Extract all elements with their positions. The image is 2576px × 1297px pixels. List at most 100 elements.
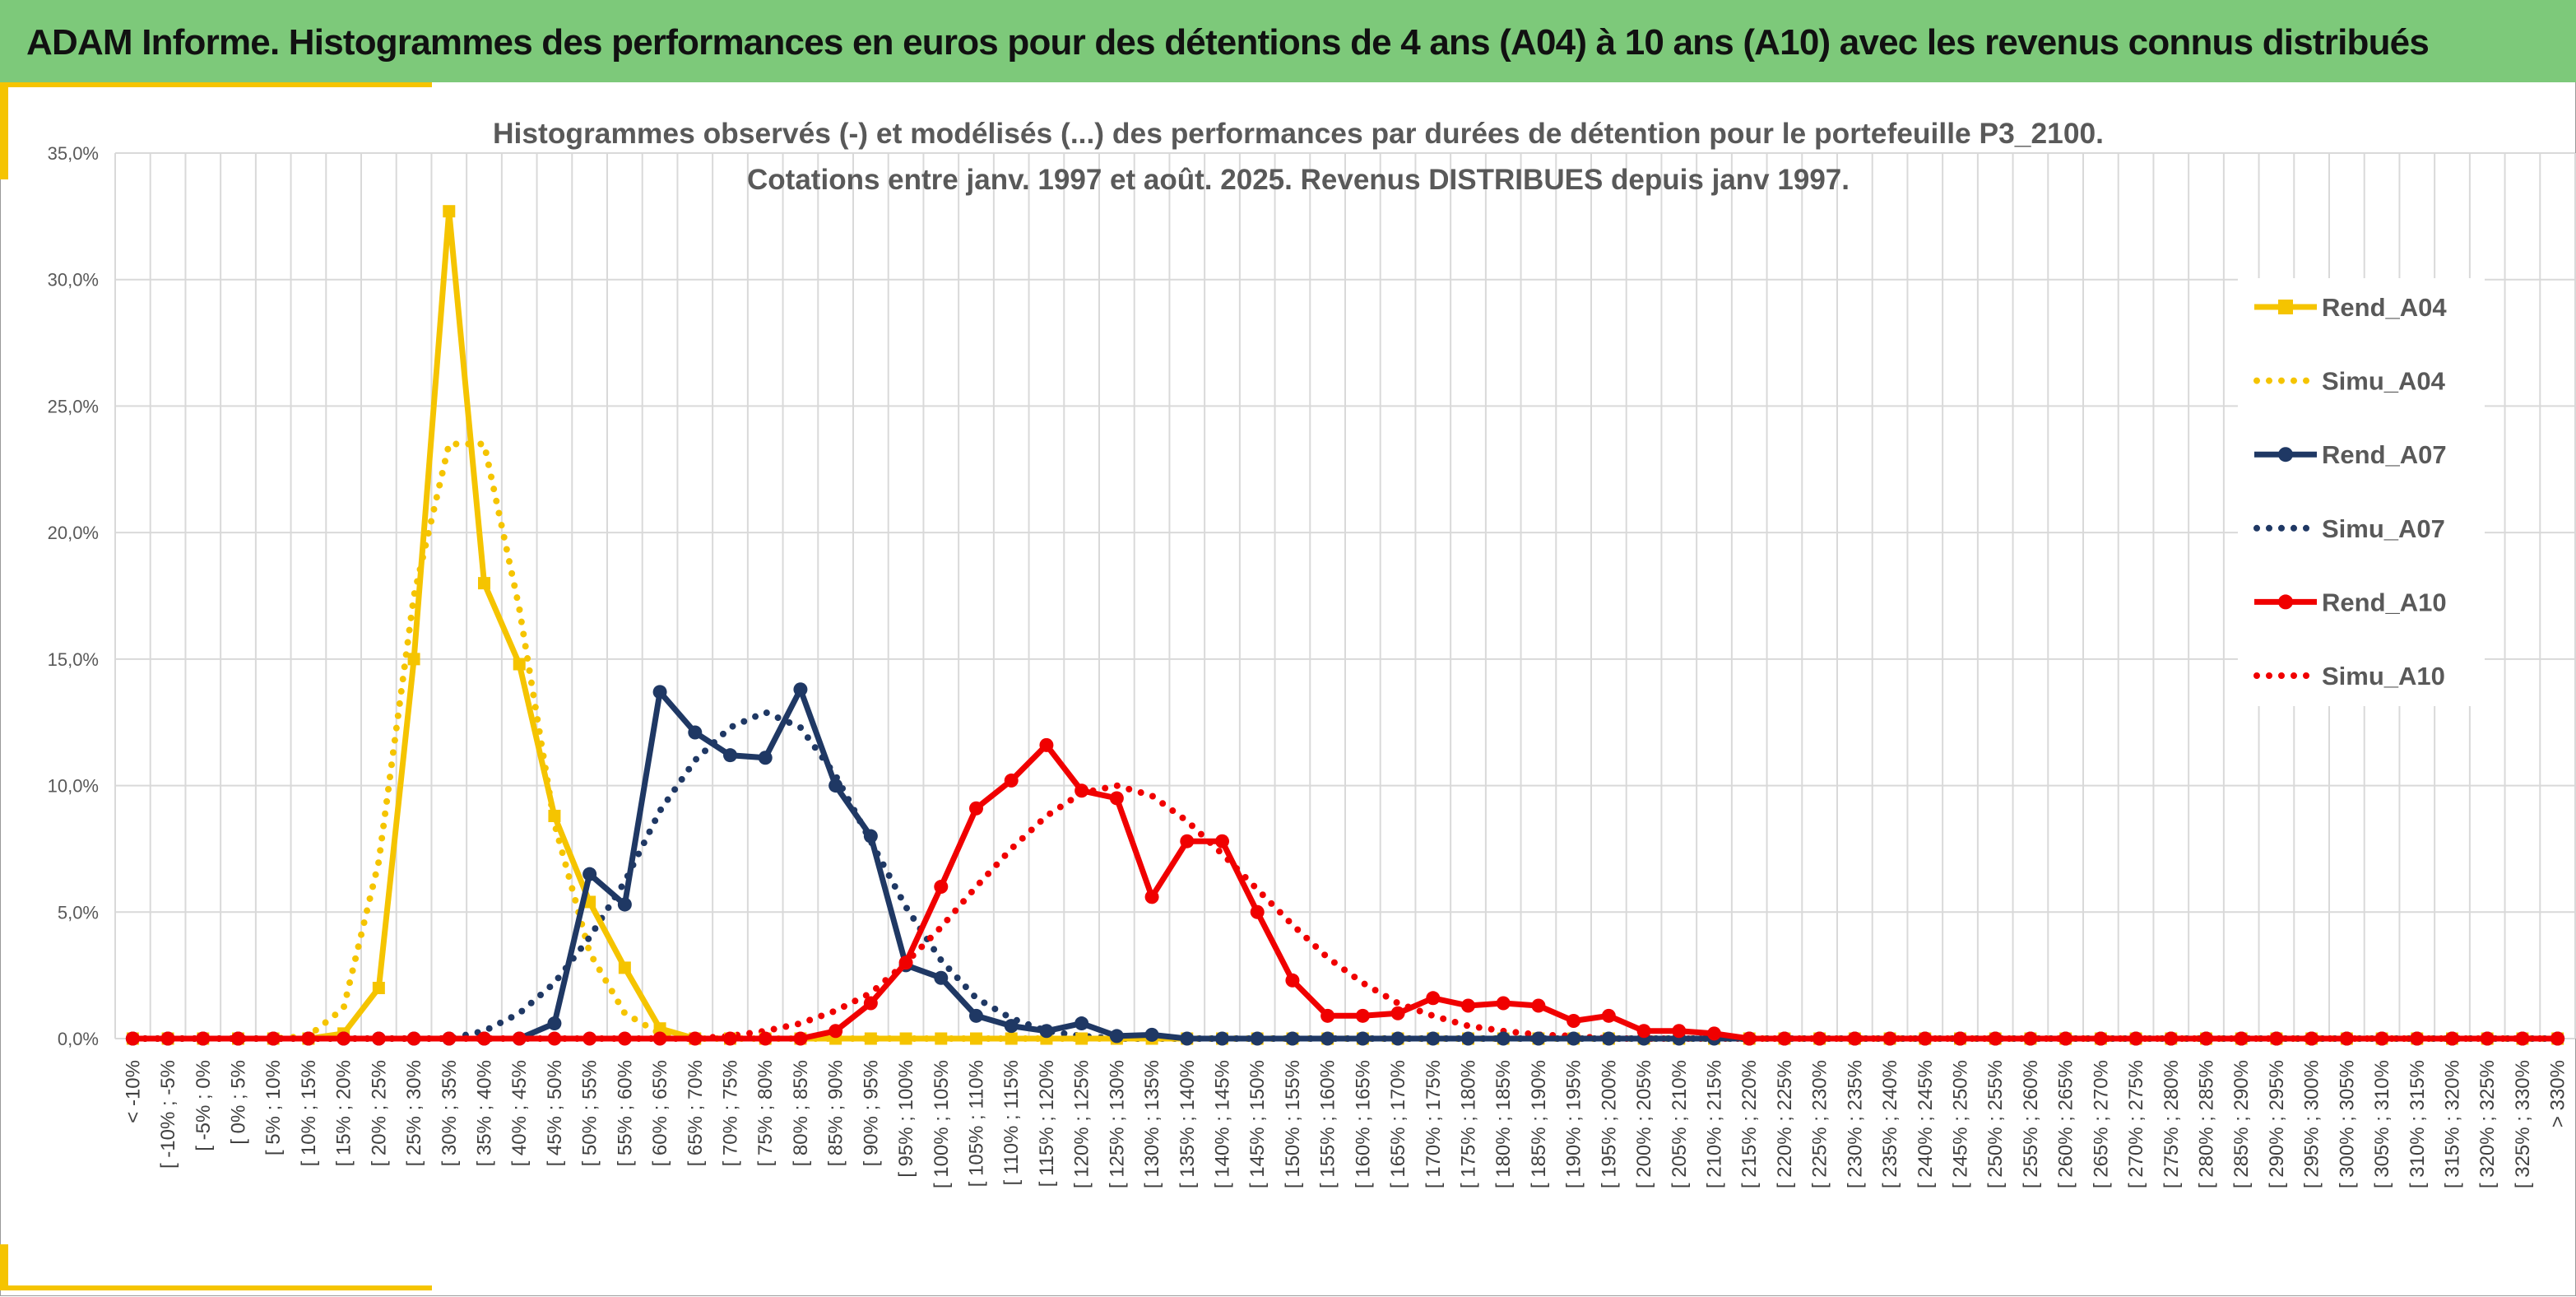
data-point-rend-a10 [1988, 1031, 2003, 1046]
x-tick-label: [ 150% ; 155% [1282, 1060, 1304, 1188]
x-tick-label: [ 265% ; 270% [2090, 1060, 2112, 1188]
data-point-rend-a04 [653, 1022, 666, 1035]
data-point-rend-a10 [2304, 1031, 2319, 1046]
data-point-rend-a10 [1812, 1031, 1827, 1046]
data-point-rend-a10 [2093, 1031, 2108, 1046]
x-tick-label: [ -5% ; 0% [193, 1060, 215, 1151]
x-tick-label: < -10% [122, 1060, 144, 1123]
y-tick-label: 5,0% [58, 902, 99, 923]
x-tick-label: [ 60% ; 65% [649, 1060, 671, 1166]
data-point-rend-a04 [899, 1032, 912, 1045]
x-tick-label: [ -10% ; -5% [157, 1060, 179, 1169]
data-point-rend-a10 [898, 955, 913, 970]
data-point-rend-a10 [1636, 1024, 1651, 1039]
x-tick-label: > 330% [2547, 1060, 2569, 1127]
data-point-rend-a10 [2339, 1031, 2354, 1046]
data-point-rend-a10 [1285, 973, 1300, 988]
legend-label: Simu_A10 [2322, 662, 2445, 690]
data-point-rend-a07 [1496, 1031, 1511, 1046]
data-point-rend-a04 [1005, 1032, 1018, 1045]
data-point-rend-a10 [2199, 1031, 2213, 1046]
chart-series [125, 205, 2565, 1046]
legend-label: Simu_A07 [2322, 514, 2445, 543]
data-point-rend-a10 [1461, 998, 1475, 1013]
data-point-rend-a10 [2058, 1031, 2073, 1046]
page-title: ADAM Informe. Histogrammes des performan… [26, 22, 2430, 63]
x-tick-label: [ 75% ; 80% [754, 1060, 777, 1166]
header-bar: ADAM Informe. Histogrammes des performan… [0, 0, 2576, 82]
data-point-rend-a07 [1566, 1031, 1581, 1046]
x-tick-label: [ 110% ; 115% [1000, 1060, 1023, 1186]
chart-gridlines [114, 152, 2576, 1039]
data-point-rend-a10 [1847, 1031, 1862, 1046]
data-point-rend-a04 [372, 982, 385, 995]
x-tick-label: [ 295% ; 300% [2301, 1060, 2323, 1188]
x-tick-label: [ 185% ; 190% [1528, 1060, 1550, 1188]
data-point-rend-a07 [863, 829, 878, 844]
data-point-rend-a10 [1918, 1031, 1933, 1046]
data-point-rend-a10 [266, 1031, 281, 1046]
x-tick-label: [ 130% ; 135% [1141, 1060, 1163, 1188]
data-point-rend-a10 [1953, 1031, 1967, 1046]
legend-marker-rend-a04 [2278, 300, 2293, 314]
data-point-rend-a10 [758, 1031, 773, 1046]
chart-title: Histogrammes observés (-) et modélisés (… [493, 118, 2104, 196]
data-point-rend-a10 [934, 880, 949, 895]
y-tick-label: 20,0% [48, 523, 99, 543]
y-tick-label: 30,0% [48, 270, 99, 291]
x-tick-label: [ 280% ; 285% [2196, 1060, 2218, 1188]
data-point-rend-a10 [1109, 791, 1124, 806]
data-point-rend-a10 [547, 1031, 562, 1046]
data-point-rend-a07 [1320, 1031, 1335, 1046]
legend-background [2238, 278, 2485, 706]
x-tick-label: [ 235% ; 240% [1879, 1060, 1901, 1188]
data-point-rend-a10 [2023, 1031, 2038, 1046]
data-point-rend-a07 [1004, 1019, 1019, 1034]
data-point-rend-a07 [1285, 1031, 1300, 1046]
data-point-rend-a07 [652, 685, 667, 700]
x-tick-label: [ 240% ; 245% [1915, 1060, 1937, 1188]
x-tick-label: [ 300% ; 305% [2336, 1060, 2358, 1188]
x-tick-label: [ 70% ; 75% [720, 1060, 742, 1166]
x-tick-label: [ 205% ; 210% [1669, 1060, 1691, 1188]
x-tick-label: [ 230% ; 235% [1844, 1060, 1866, 1188]
x-tick-label: [ 250% ; 255% [1984, 1060, 2007, 1188]
data-point-rend-a10 [2269, 1031, 2284, 1046]
data-point-rend-a07 [1461, 1031, 1475, 1046]
data-point-rend-a10 [1074, 783, 1089, 798]
accent-bar-bottom [0, 1285, 432, 1290]
data-point-rend-a07 [1215, 1031, 1229, 1046]
x-tick-label: [ 10% ; 15% [298, 1060, 320, 1166]
y-tick-label: 25,0% [48, 396, 99, 416]
accent-bar-left-bottom [0, 1244, 8, 1290]
x-tick-label: [ 195% ; 200% [1598, 1060, 1620, 1188]
data-point-rend-a07 [828, 779, 843, 793]
x-tick-label: [ 190% ; 195% [1563, 1060, 1585, 1188]
x-tick-label: [ 310% ; 315% [2407, 1060, 2429, 1188]
data-point-rend-a10 [196, 1031, 211, 1046]
x-tick-label: [ 120% ; 125% [1071, 1060, 1093, 1188]
legend-marker-rend-a10 [2278, 594, 2293, 610]
data-point-rend-a10 [1355, 1008, 1370, 1023]
data-point-rend-a07 [1250, 1031, 1265, 1046]
data-point-rend-a10 [2550, 1031, 2565, 1046]
data-point-rend-a04 [478, 577, 490, 590]
data-point-rend-a07 [1074, 1016, 1089, 1031]
x-tick-label: [ 125% ; 130% [1106, 1060, 1128, 1188]
data-point-rend-a10 [688, 1031, 703, 1046]
data-point-rend-a10 [1707, 1026, 1721, 1041]
x-tick-label: [ 175% ; 180% [1458, 1060, 1480, 1188]
data-point-rend-a10 [863, 996, 878, 1011]
data-point-rend-a07 [1531, 1031, 1546, 1046]
data-point-rend-a10 [337, 1031, 351, 1046]
data-point-rend-a07 [1180, 1031, 1195, 1046]
y-axis-tick-labels: 0,0% 5,0% 10,0% 15,0% 20,0% 25,0% 30,0% 35,0% [48, 143, 99, 1049]
x-tick-label: [ 50% ; 55% [579, 1060, 601, 1166]
x-tick-label: [ 160% ; 165% [1352, 1060, 1374, 1188]
legend-marker-rend-a07 [2278, 447, 2293, 463]
data-point-rend-a10 [1566, 1013, 1581, 1028]
x-tick-label: [ 20% ; 25% [368, 1060, 390, 1166]
x-tick-label: [ 30% ; 35% [439, 1060, 461, 1166]
data-point-rend-a10 [442, 1031, 457, 1046]
x-tick-label: [ 285% ; 290% [2230, 1060, 2253, 1188]
